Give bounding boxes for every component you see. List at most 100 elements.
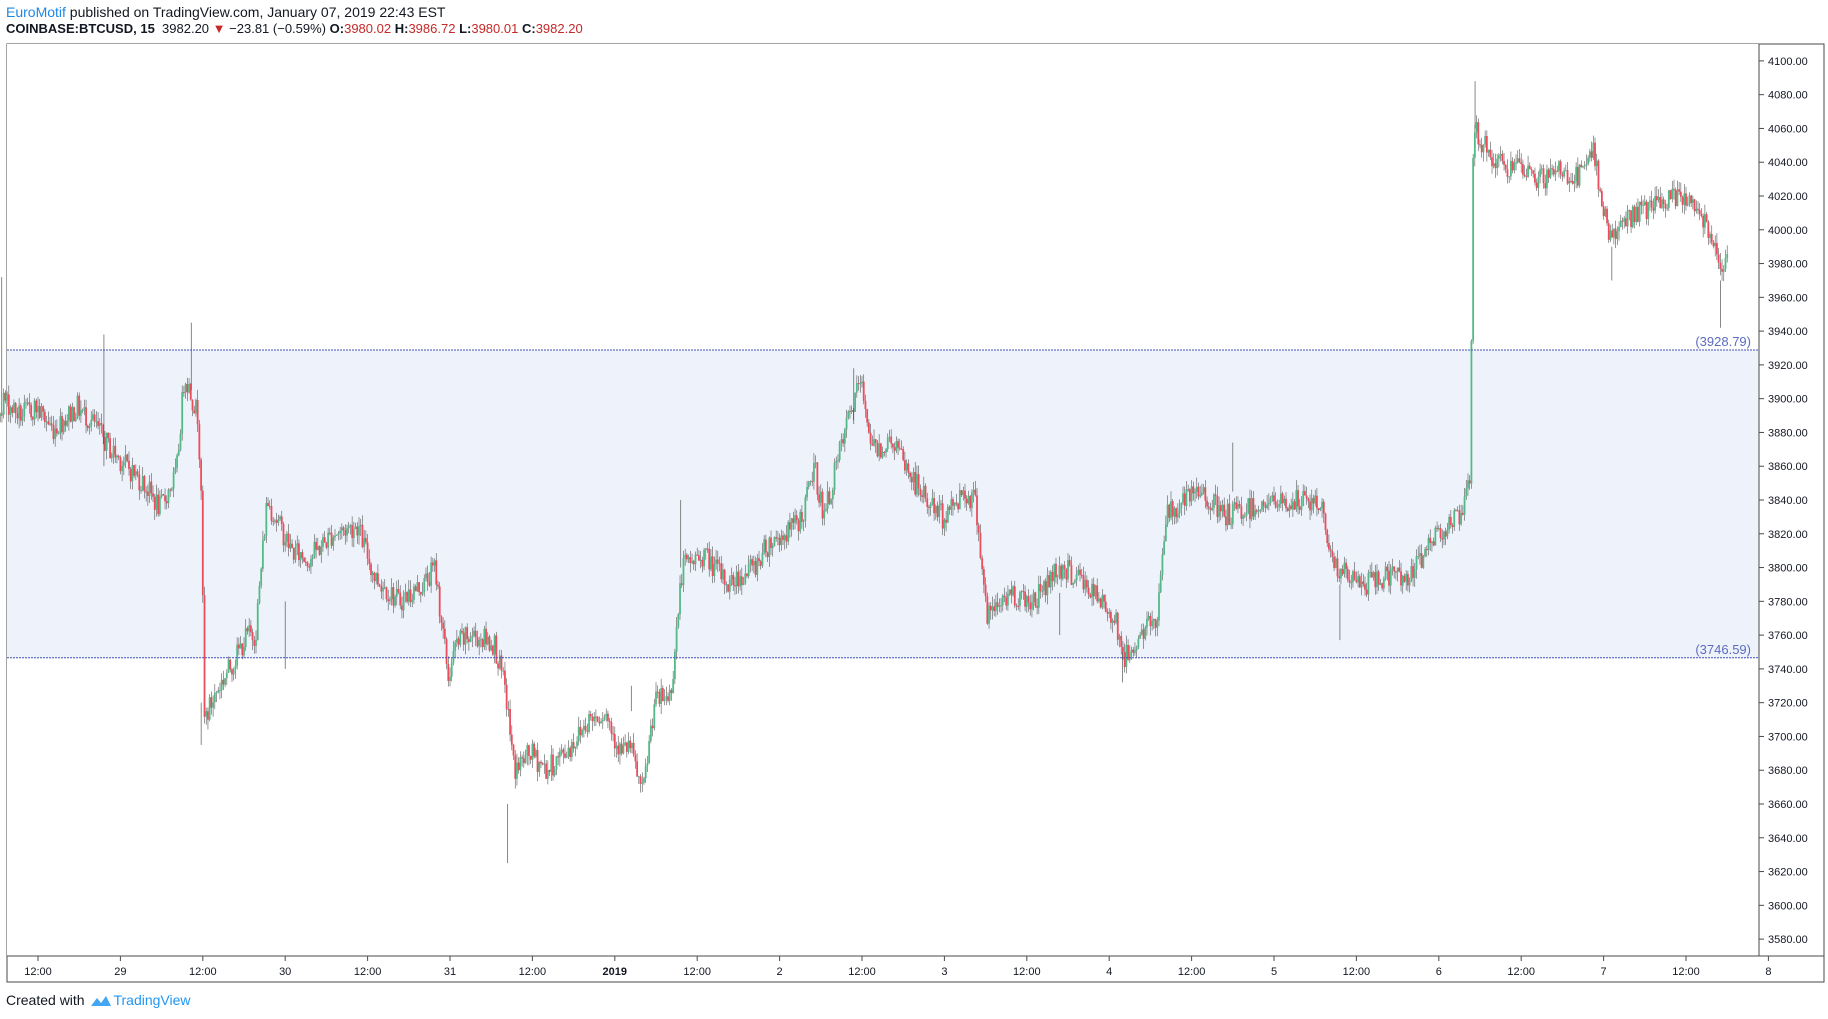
candle-up xyxy=(1218,505,1220,517)
candle-up xyxy=(847,411,850,418)
candle-up xyxy=(643,778,645,783)
candle-up xyxy=(174,467,177,473)
candle-down xyxy=(1690,195,1693,203)
candle-down xyxy=(1494,163,1497,169)
candle-up xyxy=(615,745,618,749)
candle-up xyxy=(934,505,937,514)
candle-up xyxy=(219,690,221,692)
candle-down xyxy=(612,733,614,735)
candle-down xyxy=(636,761,639,777)
candle-down xyxy=(1262,501,1265,506)
candle-down xyxy=(897,441,899,448)
candle-down xyxy=(189,383,192,400)
candle-up xyxy=(776,537,779,539)
candle-down xyxy=(466,627,469,640)
price-axis[interactable]: 3580.00 3600.00 3620.00 3640.00 3660.00 3680.… xyxy=(1759,56,1808,946)
candle-up xyxy=(45,421,48,423)
candle-down xyxy=(620,743,623,754)
candle-down xyxy=(35,400,38,413)
candle-down xyxy=(1393,566,1396,572)
candle-down xyxy=(399,592,402,606)
x-tick-label: 12:00 xyxy=(519,966,547,978)
candle-up xyxy=(220,679,223,691)
candle-down xyxy=(16,413,19,419)
candle-up xyxy=(534,750,537,757)
candle-down xyxy=(1092,583,1095,597)
candle-up xyxy=(886,437,889,450)
y-tick-label: 3840.00 xyxy=(1768,495,1808,507)
candle-down xyxy=(73,407,75,422)
candle-up xyxy=(395,588,398,597)
candle-down xyxy=(667,696,669,701)
candle-up xyxy=(1463,496,1466,515)
candle-down xyxy=(1317,508,1320,511)
candle-down xyxy=(303,558,305,562)
candle-down xyxy=(1650,200,1653,208)
x-tick-label: 12:00 xyxy=(1343,966,1371,978)
candle-up xyxy=(624,742,626,746)
candle-down xyxy=(438,586,441,617)
candle-up xyxy=(13,403,15,413)
candle-up xyxy=(1075,574,1078,581)
candle-down xyxy=(467,639,470,642)
candle-down xyxy=(701,559,704,567)
author-link[interactable]: EuroMotif xyxy=(6,4,66,20)
candle-up xyxy=(622,745,625,754)
candle-up xyxy=(1049,571,1052,588)
candle-up xyxy=(946,506,949,523)
candle-down xyxy=(589,714,592,717)
candle-down xyxy=(107,432,110,439)
candle-down xyxy=(1252,498,1255,517)
candle-down xyxy=(301,552,304,559)
candle-down xyxy=(291,543,293,548)
candle-down xyxy=(711,556,714,577)
candle-down xyxy=(876,442,879,457)
candle-down xyxy=(4,392,7,401)
time-axis[interactable]: 12:00 29 12:00 30 12:00 31 12:00 2019 12:00 2 12:0… xyxy=(24,956,1771,978)
horizontal-levels[interactable]: (3928.79) (3746.59) xyxy=(7,334,1759,659)
candle-down xyxy=(1678,189,1681,192)
candle-down xyxy=(1103,595,1105,602)
candle-up xyxy=(802,520,805,522)
candle-down xyxy=(540,761,542,764)
candle-down xyxy=(629,740,632,749)
candle-up xyxy=(1159,574,1162,593)
tradingview-brand[interactable]: TradingView xyxy=(113,992,191,1008)
candle-up xyxy=(1012,586,1014,596)
candle-down xyxy=(414,586,417,592)
candle-down xyxy=(1175,508,1178,518)
candle-up xyxy=(493,635,496,655)
candle-up xyxy=(167,489,170,504)
candle-up xyxy=(1137,638,1140,648)
candle-up xyxy=(905,463,908,471)
candle-up xyxy=(57,433,60,435)
candle-down xyxy=(270,506,273,521)
candle-down xyxy=(1412,566,1414,578)
candle-down xyxy=(1645,201,1648,220)
candle-up xyxy=(1631,206,1634,227)
candle-up xyxy=(71,407,74,422)
candle-down xyxy=(1388,571,1390,586)
candle-down xyxy=(1273,495,1275,502)
candle-down xyxy=(1717,254,1720,263)
candle-up xyxy=(1515,162,1517,164)
candle-down xyxy=(746,573,748,577)
x-tick-label: 12:00 xyxy=(24,966,52,978)
candle-up xyxy=(1588,151,1591,158)
candle-down xyxy=(569,747,572,758)
candle-down xyxy=(1333,556,1335,568)
candle-up xyxy=(1578,164,1581,186)
candle-up xyxy=(1194,491,1196,494)
candle-up xyxy=(1453,510,1456,528)
candle-up xyxy=(787,522,790,542)
candle-down xyxy=(1154,618,1157,628)
x-tick-label: 12:00 xyxy=(1507,966,1535,978)
candle-up xyxy=(1098,598,1100,602)
candle-down xyxy=(1055,563,1057,578)
candle-up xyxy=(1130,649,1133,653)
candle-down xyxy=(801,511,803,522)
candle-up xyxy=(1575,166,1578,182)
candle-down xyxy=(732,574,735,586)
candle-up xyxy=(929,504,932,508)
